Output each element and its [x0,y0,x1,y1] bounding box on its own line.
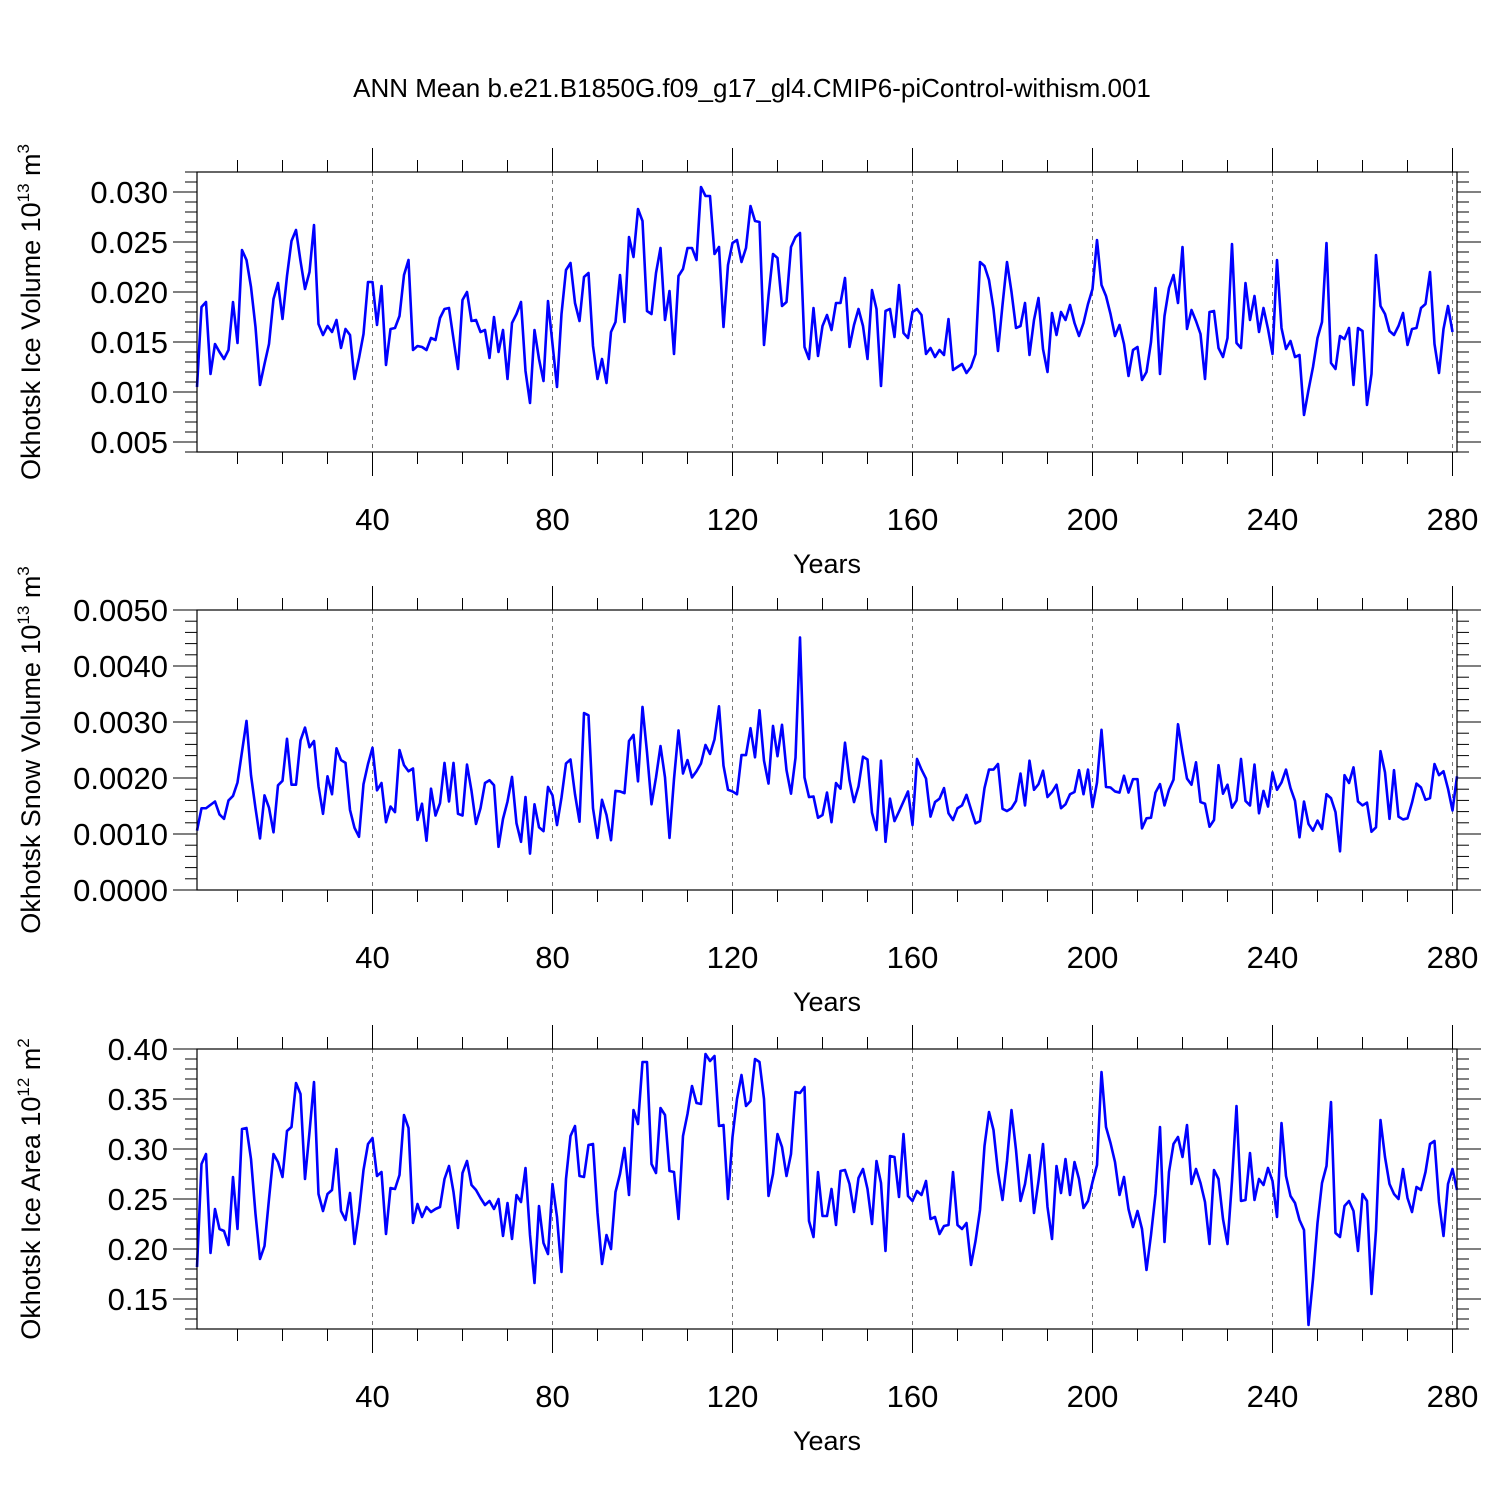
plot-frame-1 [196,171,1458,453]
y-tick-label-3-2: 0.20 [108,1232,168,1267]
y-tick-label-2-4: 0.0030 [73,705,168,740]
x-tick-label-1-5: 200 [1067,502,1119,537]
panel-3: 40 80 120 160 200 240 280 0.15 0.20 0.25 0.30 0.35 0… [14,1025,1481,1456]
y-axis-title-3: Okhotsk Ice Area 1012 m2 [14,1038,46,1340]
series-line-2 [195,636,1459,855]
y-axis-title-unit-exponent: 3 [14,566,33,575]
y-axis-title-exponent: 13 [14,183,33,202]
x-tick-label-2-1: 40 [355,940,389,975]
chart-title: ANN Mean b.e21.B1850G.f09_g17_gl4.CMIP6-… [353,73,1151,103]
plot-frame-2 [196,609,1458,891]
y-axis-title-unit-exponent: 3 [14,144,33,153]
x-tick-label-2-3: 120 [707,940,759,975]
x-axis-title-2: Years [793,987,861,1017]
y-tick-label-2-5: 0.0040 [73,649,168,684]
y-tick-label-1-6: 0.030 [90,175,168,210]
panel-2: 40 80 120 160 200 240 280 0.0000 0.0010 0.0020 0.0… [14,566,1481,1017]
y-axis-title-2: Okhotsk Snow Volume 1013 m3 [14,566,46,934]
panels: 40 80 120 160 200 240 2800.0050.0100.0150.0200… [14,144,1481,1456]
y-tick-label-2-6: 0.0050 [73,593,168,628]
x-tick-label-1-7: 280 [1427,502,1479,537]
x-tick-label-3-2: 80 [535,1379,569,1414]
y-tick-label-2-1: 0.0000 [73,873,168,908]
y-tick-label-3-5: 0.35 [108,1082,168,1117]
x-tick-label-3-4: 160 [887,1379,939,1414]
x-axis-title-3: Years [793,1426,861,1456]
series-line-1 [195,185,1454,417]
y-tick-label-1-5: 0.025 [90,225,168,260]
x-tick-label-3-3: 120 [707,1379,759,1414]
y-tick-label-3-3: 0.25 [108,1182,168,1217]
y-axis-title-exponent: 12 [14,1078,33,1097]
x-tick-label-3-5: 200 [1067,1379,1119,1414]
y-tick-label-3-1: 0.15 [108,1282,168,1317]
x-tick-label-3-1: 40 [355,1379,389,1414]
x-tick-label-1-3: 120 [707,502,759,537]
y-tick-label-3-6: 0.40 [108,1032,168,1067]
plot-frame-3 [196,1048,1458,1330]
y-tick-label-2-3: 0.0020 [73,761,168,796]
y-axis-title-exponent: 13 [14,606,33,625]
x-tick-label-1-4: 160 [887,502,939,537]
y-tick-label-3-4: 0.30 [108,1132,168,1167]
y-tick-label-1-1: 0.005 [90,425,168,460]
y-tick-label-1-3: 0.015 [90,325,168,360]
x-tick-label-2-6: 240 [1247,940,1299,975]
x-axis-title-1: Years [793,549,861,579]
x-tick-label-1-6: 240 [1247,502,1299,537]
y-axis-title-1: Okhotsk Ice Volume 1013 m3 [14,144,46,480]
x-tick-label-3-7: 280 [1427,1379,1479,1414]
series-line-3 [195,1052,1459,1327]
y-axis-title-main: Okhotsk Ice Area 10 [16,1097,46,1340]
x-tick-label-1-2: 80 [535,502,569,537]
y-axis-title-main: Okhotsk Ice Volume 10 [16,202,46,480]
y-axis-title-unit: m [16,1048,46,1078]
x-tick-label-2-7: 280 [1427,940,1479,975]
y-axis-title-unit: m [16,576,46,606]
y-axis-title-unit-exponent: 2 [14,1038,33,1047]
panel-1: 40 80 120 160 200 240 280 0.005 0.010 0.015 0.020 0… [14,144,1481,579]
y-tick-label-2-2: 0.0010 [73,817,168,852]
x-tick-label-2-5: 200 [1067,940,1119,975]
y-axis-title-main: Okhotsk Snow Volume 10 [16,625,46,934]
y-tick-label-1-2: 0.010 [90,375,168,410]
x-tick-label-1-1: 40 [355,502,389,537]
y-tick-label-1-4: 0.020 [90,275,168,310]
x-tick-label-2-4: 160 [887,940,939,975]
x-tick-label-2-2: 80 [535,940,569,975]
x-tick-label-3-6: 240 [1247,1379,1299,1414]
y-axis-title-unit: m [16,153,46,183]
